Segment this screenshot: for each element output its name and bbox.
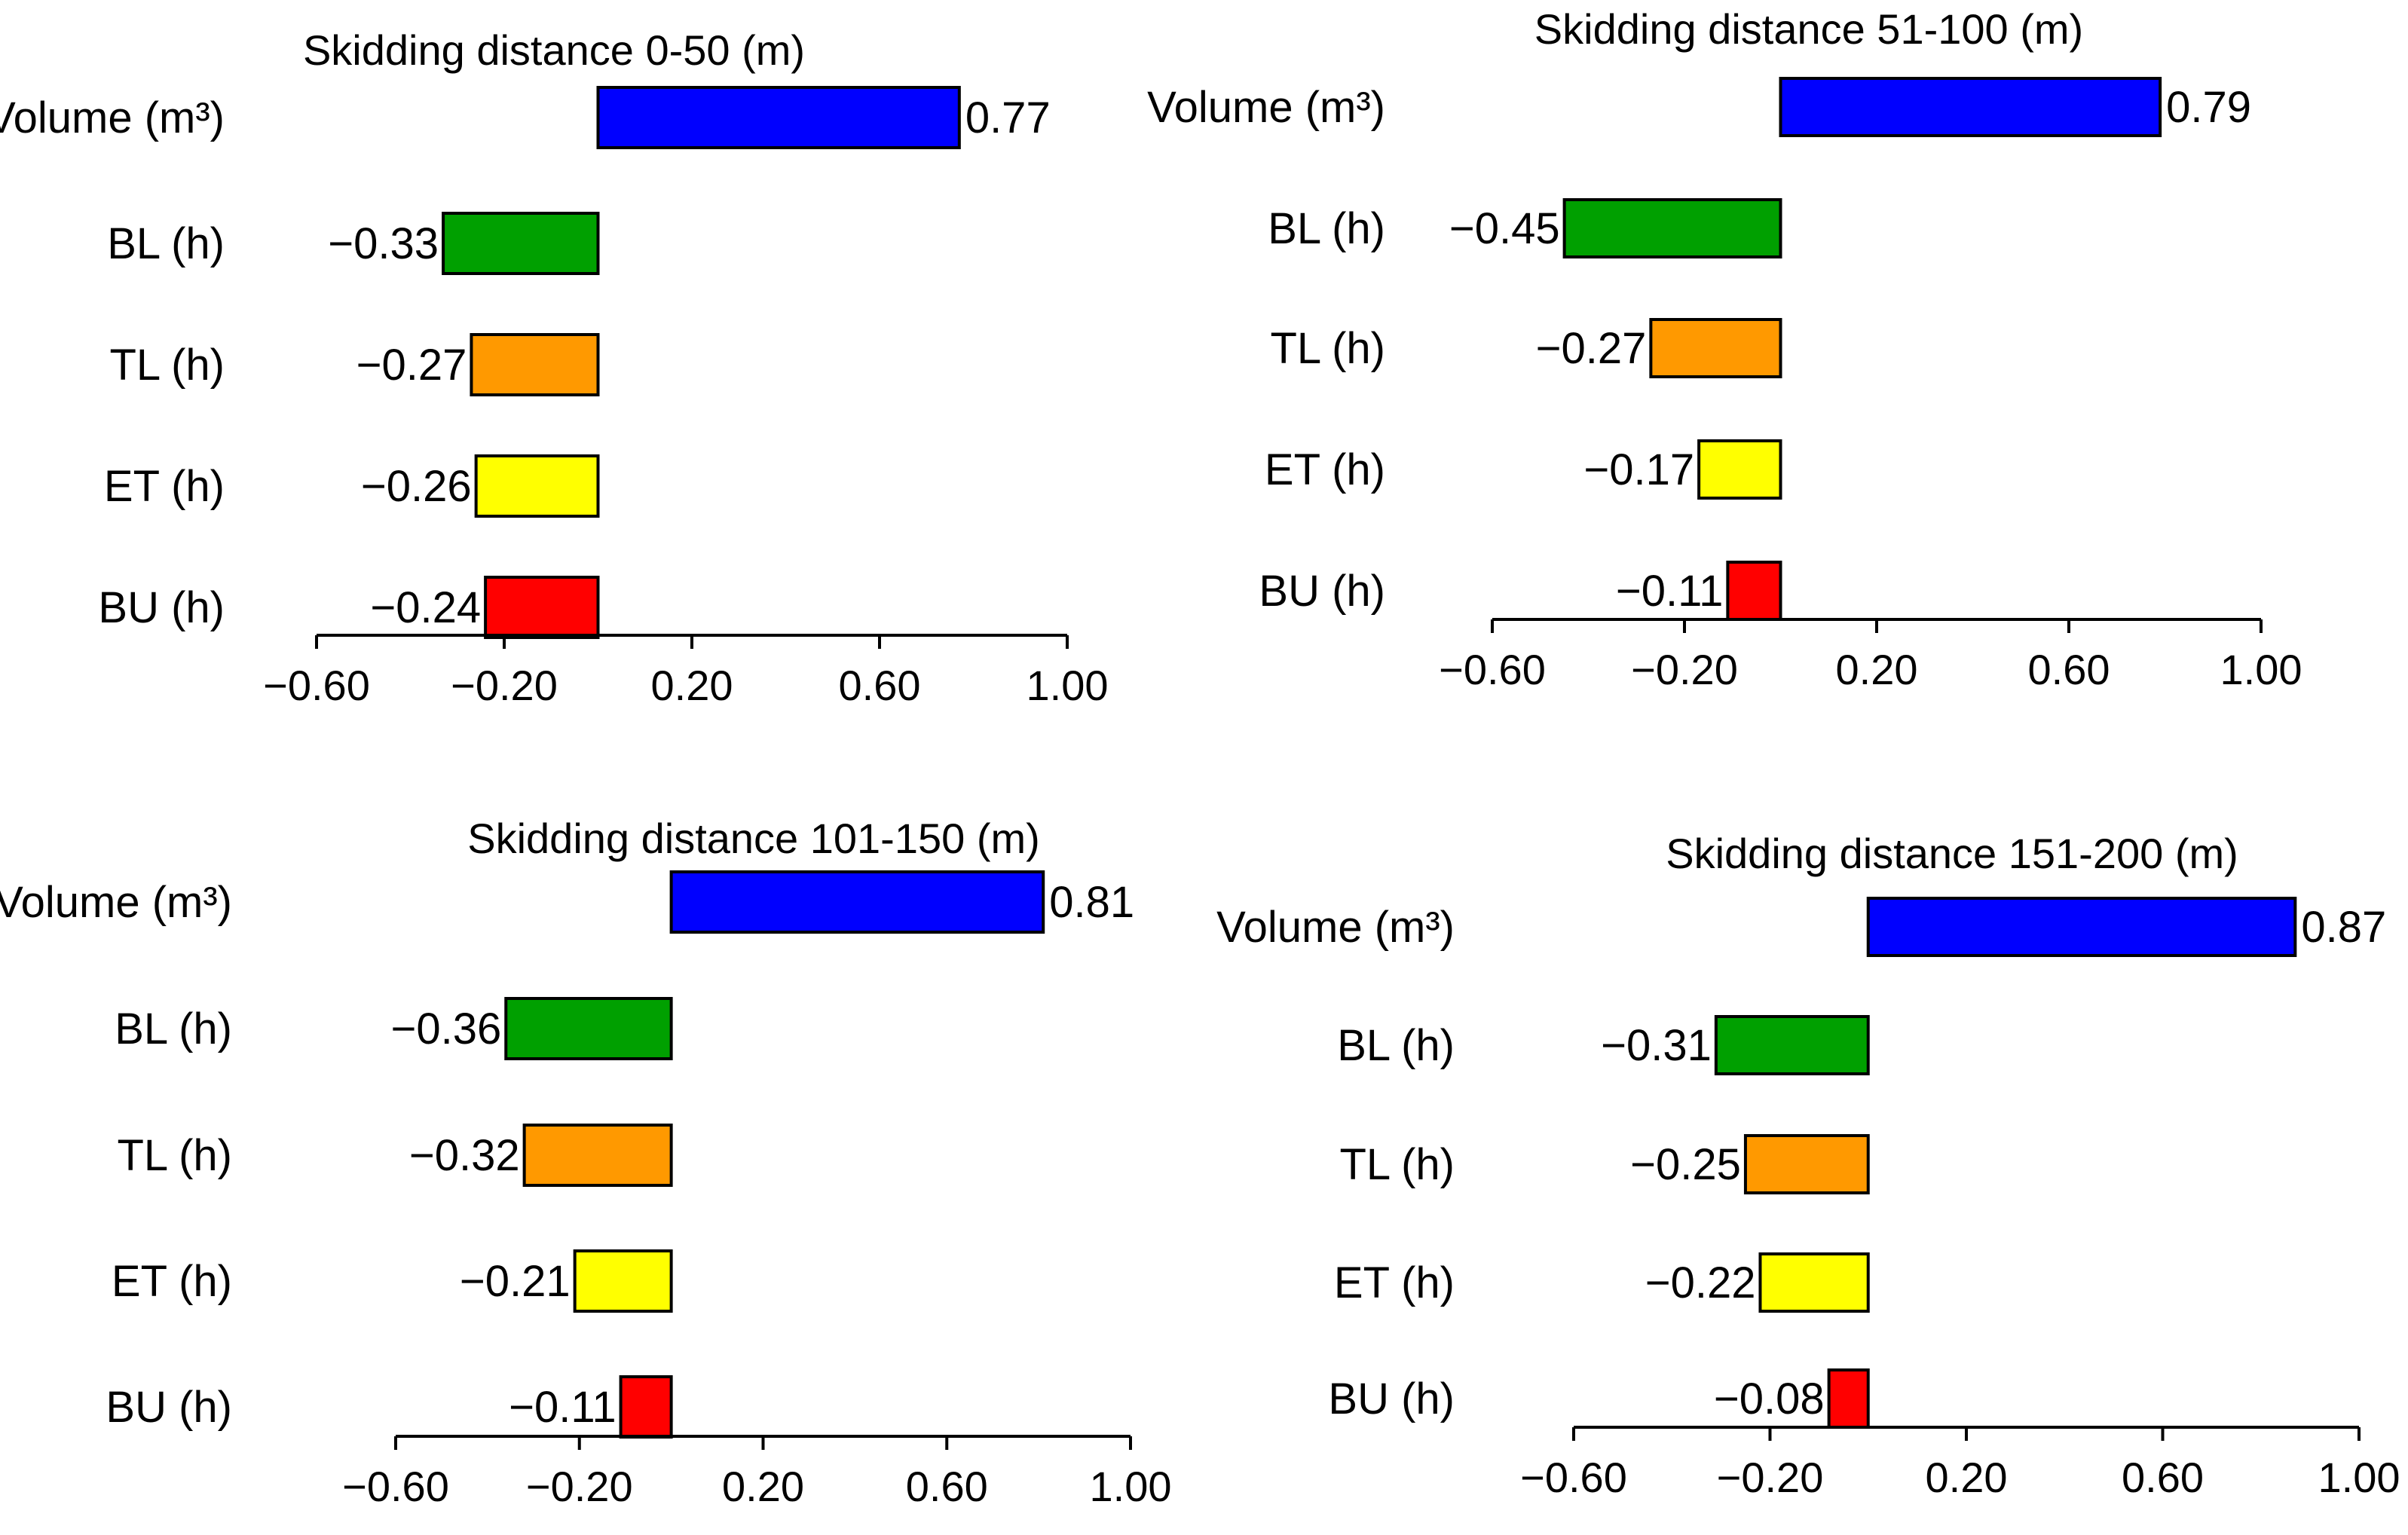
x-tick-label: −0.60: [1439, 646, 1546, 693]
value-label: 0.87: [2301, 903, 2386, 952]
value-label: −0.33: [328, 219, 439, 268]
category-label: BL (h): [1337, 1021, 1455, 1070]
bar-3: [1743, 1134, 1870, 1194]
category-label: TL (h): [109, 341, 225, 390]
x-tick-label: 0.20: [1836, 646, 1918, 693]
bar-3: [522, 1124, 673, 1187]
bar-1: [1866, 897, 2297, 957]
bar-5: [1726, 561, 1782, 621]
bar-3: [470, 333, 600, 396]
bar-4: [1697, 439, 1782, 500]
category-label: TL (h): [1270, 324, 1385, 373]
value-label: 0.77: [965, 93, 1051, 142]
bar-3: [1649, 318, 1782, 378]
bar-4: [1758, 1252, 1870, 1313]
bar-1: [1779, 77, 2162, 137]
chart-panel-3: Skidding distance 101-150 (m) Volume (m³)…: [0, 815, 1172, 1510]
bar-4: [474, 454, 600, 518]
category-label: ET (h): [104, 462, 225, 511]
category-label: BL (h): [1268, 204, 1385, 253]
category-label: ET (h): [1265, 445, 1385, 494]
value-label: 0.81: [1049, 878, 1134, 927]
x-tick-label: 1.00: [2220, 646, 2302, 693]
bar-5: [1827, 1368, 1870, 1429]
value-label: −0.11: [1616, 567, 1723, 616]
category-label: Volume (m³): [0, 93, 225, 142]
value-label: −0.31: [1601, 1021, 1712, 1070]
category-label: BU (h): [1328, 1374, 1455, 1423]
x-tick-label: 0.60: [2122, 1454, 2204, 1501]
category-label: BL (h): [115, 1004, 232, 1053]
x-tick-label: −0.20: [526, 1463, 633, 1510]
x-tick-label: 0.20: [651, 662, 733, 709]
category-label: BU (h): [1259, 567, 1385, 616]
x-tick-label: −0.20: [1717, 1454, 1824, 1501]
chart-panel-4: Skidding distance 151-200 (m) Volume (m³)…: [1216, 830, 2400, 1501]
x-tick-label: 0.60: [906, 1463, 988, 1510]
value-label: −0.26: [361, 462, 472, 511]
value-label: −0.11: [509, 1383, 616, 1432]
chart-title: Skidding distance 51-100 (m): [1534, 5, 2083, 53]
value-label: −0.21: [460, 1257, 571, 1306]
chart-title: Skidding distance 151-200 (m): [1666, 830, 2238, 877]
bar-5: [619, 1375, 673, 1439]
value-label: −0.45: [1449, 204, 1560, 253]
bar-2: [1714, 1015, 1870, 1075]
category-label: Volume (m³): [1147, 83, 1385, 132]
bar-1: [596, 86, 961, 149]
value-label: −0.32: [409, 1131, 520, 1180]
value-label: 0.79: [2166, 83, 2251, 132]
category-label: BU (h): [106, 1383, 232, 1432]
x-tick-label: 1.00: [2318, 1454, 2400, 1501]
chart-panel-1: Skidding distance 0-50 (m) Volume (m³) 0.7…: [0, 26, 1109, 709]
category-label: TL (h): [117, 1131, 232, 1180]
x-tick-label: 0.20: [722, 1463, 804, 1510]
x-tick-label: −0.60: [342, 1463, 449, 1510]
x-tick-label: −0.60: [263, 662, 370, 709]
x-tick-label: 0.60: [839, 662, 921, 709]
value-label: −0.27: [356, 341, 467, 390]
x-tick-label: −0.20: [1631, 646, 1738, 693]
category-label: Volume (m³): [0, 878, 232, 927]
x-tick-label: −0.60: [1520, 1454, 1627, 1501]
value-label: −0.22: [1645, 1258, 1756, 1307]
bar-2: [504, 997, 673, 1060]
bar-2: [442, 212, 600, 275]
category-label: Volume (m³): [1216, 903, 1455, 952]
category-label: BL (h): [107, 219, 225, 268]
chart-title: Skidding distance 0-50 (m): [303, 26, 805, 74]
value-label: −0.08: [1714, 1374, 1825, 1423]
category-label: TL (h): [1339, 1140, 1455, 1189]
x-tick-label: 1.00: [1027, 662, 1109, 709]
chart-title: Skidding distance 101-150 (m): [467, 815, 1040, 862]
bar-1: [669, 870, 1045, 934]
bar-5: [484, 576, 600, 639]
category-label: BU (h): [98, 583, 225, 632]
category-label: ET (h): [112, 1257, 232, 1306]
value-label: −0.17: [1583, 445, 1694, 494]
x-tick-label: −0.20: [451, 662, 558, 709]
bar-4: [573, 1249, 673, 1313]
x-tick-label: 0.60: [2028, 646, 2110, 693]
value-label: −0.25: [1630, 1140, 1741, 1189]
category-label: ET (h): [1334, 1258, 1455, 1307]
chart-panel-2: Skidding distance 51-100 (m) Volume (m³) 0…: [1147, 5, 2302, 693]
value-label: −0.36: [390, 1004, 501, 1053]
x-tick-label: 1.00: [1090, 1463, 1172, 1510]
bar-2: [1562, 198, 1782, 258]
value-label: −0.27: [1536, 324, 1647, 373]
value-label: −0.24: [370, 583, 481, 632]
x-tick-label: 0.20: [1926, 1454, 2008, 1501]
